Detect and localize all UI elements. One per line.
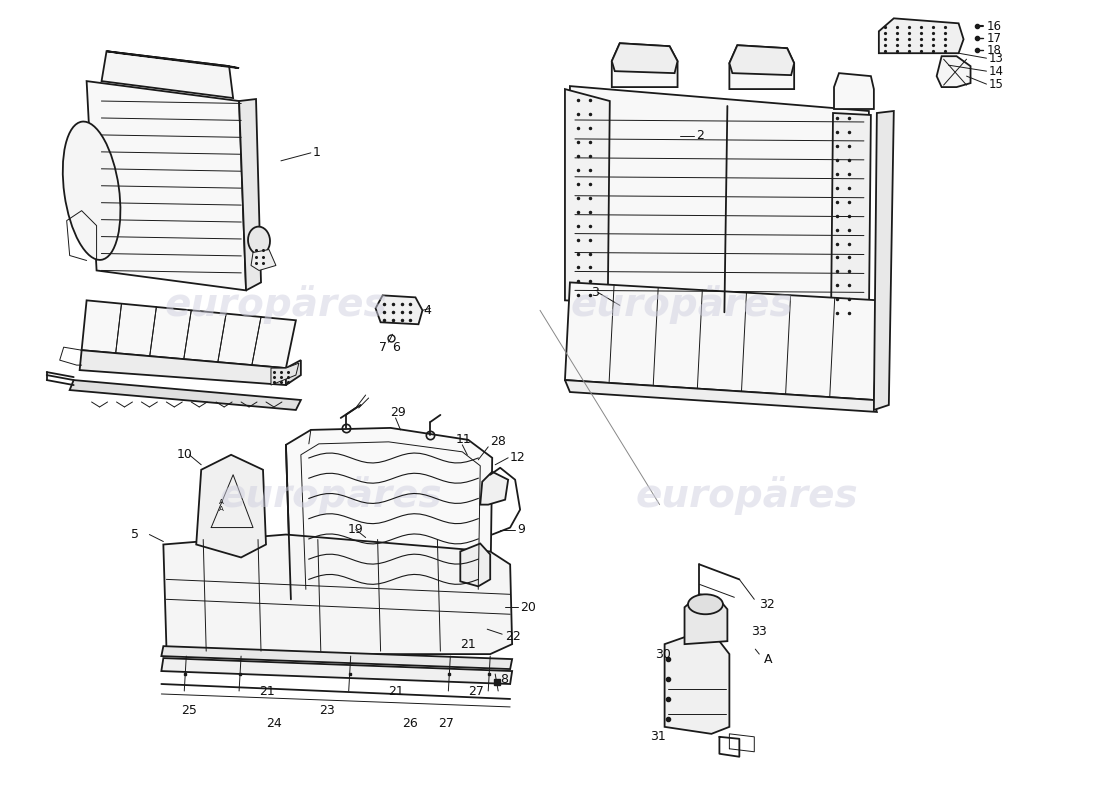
Text: 5: 5 [132, 528, 140, 541]
Polygon shape [481, 472, 508, 505]
Polygon shape [834, 73, 873, 109]
Text: 26: 26 [403, 718, 418, 730]
Text: 29: 29 [390, 406, 406, 419]
Polygon shape [879, 18, 964, 54]
Polygon shape [87, 81, 246, 290]
Text: 9: 9 [517, 523, 525, 536]
Text: 21: 21 [460, 638, 476, 650]
Text: 19: 19 [348, 523, 363, 536]
Text: europäres: europäres [220, 476, 442, 515]
Polygon shape [271, 363, 299, 385]
Text: 24: 24 [266, 718, 282, 730]
Text: 30: 30 [654, 648, 671, 661]
Polygon shape [81, 300, 296, 368]
Polygon shape [239, 99, 261, 290]
Text: 1: 1 [312, 146, 321, 159]
Text: 4: 4 [424, 304, 431, 317]
Polygon shape [163, 534, 513, 654]
Ellipse shape [63, 122, 120, 260]
Text: 23: 23 [319, 705, 334, 718]
Polygon shape [162, 658, 513, 684]
Text: A
A: A A [219, 499, 224, 512]
Polygon shape [286, 360, 301, 385]
Text: 16: 16 [987, 20, 1001, 33]
Polygon shape [101, 51, 233, 98]
Text: 13: 13 [989, 52, 1003, 65]
Text: 21: 21 [258, 686, 275, 698]
Text: 25: 25 [182, 705, 197, 718]
Text: 22: 22 [505, 630, 521, 642]
Text: 27: 27 [469, 686, 484, 698]
Polygon shape [937, 56, 970, 87]
Polygon shape [684, 594, 727, 644]
Text: 7: 7 [378, 341, 386, 354]
Text: 28: 28 [491, 435, 506, 448]
Text: 27: 27 [439, 718, 454, 730]
Text: 6: 6 [393, 341, 400, 354]
Polygon shape [729, 46, 794, 75]
Text: 21: 21 [388, 686, 405, 698]
Text: europäres: europäres [165, 285, 387, 324]
Polygon shape [570, 86, 869, 320]
Text: 18: 18 [987, 44, 1001, 57]
Text: 11: 11 [455, 434, 471, 446]
Text: 31: 31 [650, 730, 666, 743]
Text: europäres: europäres [570, 285, 793, 324]
Ellipse shape [688, 594, 723, 614]
Text: europäres: europäres [636, 476, 859, 515]
Text: 3: 3 [591, 286, 598, 299]
Polygon shape [196, 455, 266, 558]
Text: 14: 14 [989, 65, 1003, 78]
Polygon shape [565, 282, 879, 400]
Polygon shape [286, 428, 492, 599]
Text: 20: 20 [520, 601, 536, 614]
Polygon shape [565, 380, 877, 412]
Polygon shape [375, 295, 422, 324]
Polygon shape [612, 43, 678, 73]
Polygon shape [612, 43, 678, 87]
Polygon shape [460, 543, 491, 586]
Polygon shape [664, 637, 729, 734]
Text: 12: 12 [510, 451, 526, 464]
Polygon shape [251, 250, 276, 270]
Text: 2: 2 [696, 130, 704, 142]
Text: 17: 17 [987, 32, 1001, 45]
Polygon shape [79, 350, 286, 385]
Polygon shape [830, 113, 871, 320]
Polygon shape [565, 89, 609, 302]
Text: 33: 33 [751, 625, 767, 638]
Polygon shape [107, 51, 239, 68]
Ellipse shape [248, 226, 270, 254]
Polygon shape [729, 46, 794, 89]
Text: 15: 15 [989, 78, 1003, 90]
Text: 10: 10 [176, 448, 192, 462]
Polygon shape [873, 111, 894, 410]
Polygon shape [69, 380, 301, 410]
Polygon shape [162, 646, 513, 669]
Text: A: A [764, 653, 773, 666]
Text: 8: 8 [500, 673, 508, 686]
Text: 32: 32 [759, 598, 775, 610]
